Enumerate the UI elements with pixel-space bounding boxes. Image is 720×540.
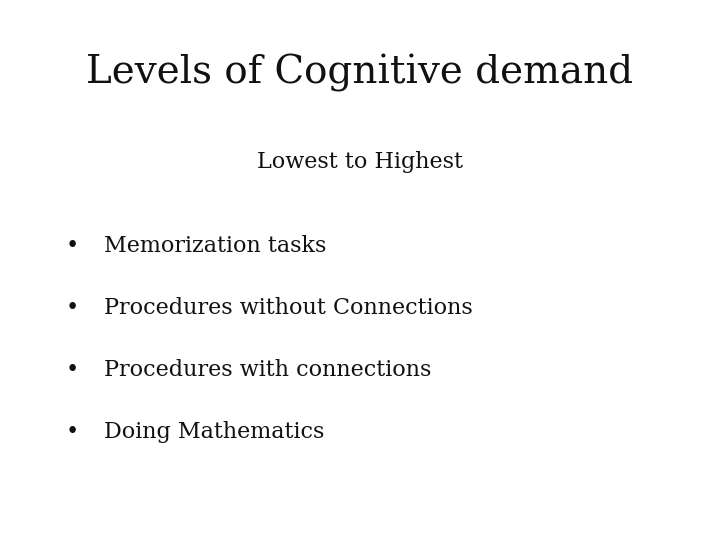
Text: •: • (66, 297, 78, 319)
Text: •: • (66, 235, 78, 257)
Text: •: • (66, 421, 78, 443)
Text: Levels of Cognitive demand: Levels of Cognitive demand (86, 54, 634, 92)
Text: Procedures without Connections: Procedures without Connections (104, 297, 473, 319)
Text: Lowest to Highest: Lowest to Highest (257, 151, 463, 173)
Text: •: • (66, 359, 78, 381)
Text: Doing Mathematics: Doing Mathematics (104, 421, 325, 443)
Text: Memorization tasks: Memorization tasks (104, 235, 327, 257)
Text: Procedures with connections: Procedures with connections (104, 359, 432, 381)
